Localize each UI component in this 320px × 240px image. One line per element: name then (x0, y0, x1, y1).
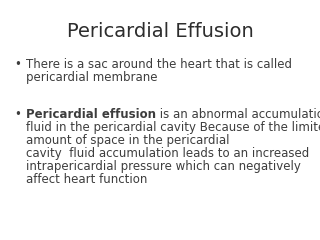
Text: is an abnormal accumulation of: is an abnormal accumulation of (156, 108, 320, 121)
Text: Pericardial Effusion: Pericardial Effusion (67, 22, 253, 41)
Text: •: • (14, 108, 21, 121)
Text: pericardial membrane: pericardial membrane (26, 71, 157, 84)
Text: fluid in the pericardial cavity Because of the limited: fluid in the pericardial cavity Because … (26, 121, 320, 134)
Text: Pericardial effusion: Pericardial effusion (26, 108, 156, 121)
Text: intrapericardial pressure which can negatively: intrapericardial pressure which can nega… (26, 160, 301, 173)
Text: cavity  fluid accumulation leads to an increased: cavity fluid accumulation leads to an in… (26, 147, 309, 160)
Text: There is a sac around the heart that is called: There is a sac around the heart that is … (26, 58, 292, 71)
Text: •: • (14, 58, 21, 71)
Text: amount of space in the pericardial: amount of space in the pericardial (26, 134, 229, 147)
Text: affect heart function: affect heart function (26, 173, 148, 186)
